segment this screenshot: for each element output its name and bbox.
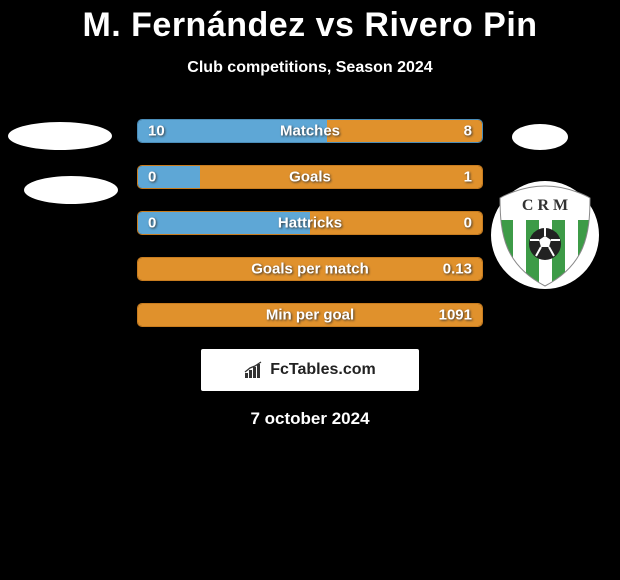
stat-row: Hattricks00 [137,211,483,235]
bar-left [138,120,327,142]
bar-right [138,304,482,326]
stat-row: Goals01 [137,165,483,189]
bar-right [327,120,482,142]
bar-left [138,212,310,234]
decor-ellipse-3 [512,124,568,150]
page-title: M. Fernández vs Rivero Pin [0,0,620,45]
stats-container: Matches108 Goals01 Hattricks00 Goals per ma… [137,119,483,327]
bar-right [200,166,482,188]
stat-row: Min per goal1091 [137,303,483,327]
bar-right [310,212,482,234]
bar-left [138,166,200,188]
club-badge: C R M [490,180,600,290]
stat-row: Matches108 [137,119,483,143]
site-logo-text: FcTables.com [270,361,376,379]
decor-ellipse-1 [8,122,112,150]
svg-text:C R M: C R M [522,197,568,214]
date-label: 7 october 2024 [0,409,620,429]
stat-row: Goals per match0.13 [137,257,483,281]
bar-chart-icon [244,361,266,379]
decor-ellipse-2 [24,176,118,204]
bar-right [138,258,482,280]
subtitle: Club competitions, Season 2024 [0,59,620,77]
site-logo[interactable]: FcTables.com [201,349,419,391]
